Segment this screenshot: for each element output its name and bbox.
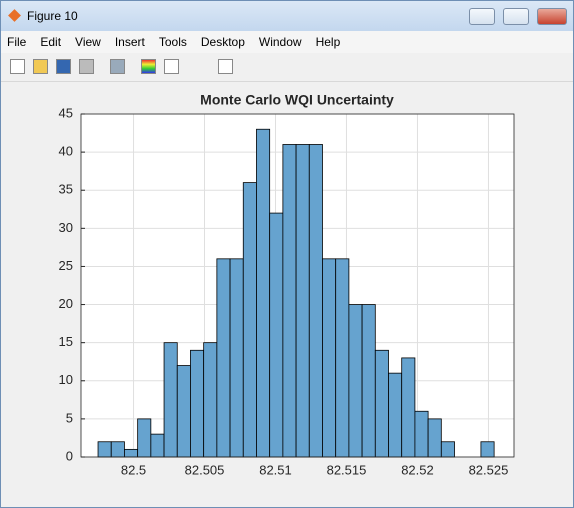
save-icon[interactable] (56, 59, 71, 74)
bar (229, 258, 244, 458)
bar (216, 258, 231, 458)
y-tick-label: 45 (59, 105, 73, 120)
x-tick-label: 82.52 (401, 462, 434, 477)
bar (295, 144, 310, 458)
bar (427, 418, 442, 458)
bar (335, 258, 350, 458)
bar (388, 372, 403, 458)
y-tick-label: 25 (59, 258, 73, 273)
menu-item[interactable]: Window (258, 35, 302, 49)
open-icon[interactable] (33, 59, 48, 74)
bar (480, 441, 495, 458)
y-tick-label: 15 (59, 334, 73, 349)
bar (269, 212, 284, 458)
bar (440, 441, 455, 458)
x-tick-label: 82.5 (121, 462, 146, 477)
bar (176, 365, 191, 458)
toolbar (1, 53, 573, 82)
bar (322, 258, 337, 458)
x-tick-label: 82.525 (469, 462, 509, 477)
y-tick-label: 0 (66, 448, 73, 463)
menu-item[interactable]: Desktop (200, 35, 245, 49)
maximize-button[interactable] (503, 8, 529, 25)
bar (97, 441, 112, 458)
bar (414, 410, 429, 458)
bar (110, 441, 125, 458)
bar (124, 448, 139, 458)
bar (256, 128, 271, 458)
x-tick-label: 82.505 (185, 462, 225, 477)
minimize-button[interactable] (469, 8, 495, 25)
y-tick-label: 5 (66, 410, 73, 425)
window-title: Figure 10 (27, 9, 78, 23)
bar (242, 182, 257, 458)
menu-bar: File Edit View Insert Tools Desktop Window Help (1, 31, 573, 53)
menu-item[interactable]: File (7, 35, 27, 49)
new-icon[interactable] (10, 59, 25, 74)
bar (150, 433, 165, 458)
bar (348, 304, 363, 458)
x-tick-label: 82.51 (259, 462, 292, 477)
close-button[interactable] (537, 8, 567, 25)
menu-item[interactable]: Tools (158, 35, 187, 49)
chart: Monte Carlo WQI Uncertainty 0 5 10 15 20 25 30… (59, 92, 515, 477)
bar (203, 342, 218, 458)
bar (163, 342, 178, 458)
bar (401, 357, 416, 458)
print-icon[interactable] (79, 59, 94, 74)
y-tick-label: 10 (59, 372, 73, 387)
y-tick-label: 40 (59, 144, 73, 159)
bar (308, 144, 323, 458)
bar (374, 349, 389, 458)
app-icon (8, 9, 21, 22)
menu-item[interactable]: Insert (114, 35, 145, 49)
title-bar: Figure 10 (1, 1, 573, 31)
colorbar-icon[interactable] (141, 59, 156, 74)
x-tick-label: 82.515 (327, 462, 367, 477)
menu-item[interactable]: View (75, 35, 101, 49)
legend-icon[interactable] (164, 59, 179, 74)
link-icon[interactable] (110, 59, 125, 74)
bar (282, 144, 297, 458)
property-icon[interactable] (218, 59, 233, 74)
chart-title: Monte Carlo WQI Uncertainty (200, 92, 394, 108)
menu-item[interactable]: Edit (40, 35, 62, 49)
y-tick-label: 30 (59, 220, 73, 235)
menu-item[interactable]: Help (315, 35, 341, 49)
pointer-icon[interactable] (197, 59, 212, 74)
bar (190, 349, 205, 458)
y-tick-label: 20 (59, 296, 73, 311)
bar (361, 304, 376, 458)
bar (137, 418, 152, 458)
axes-box (80, 113, 515, 458)
y-tick-label: 35 (59, 182, 73, 197)
